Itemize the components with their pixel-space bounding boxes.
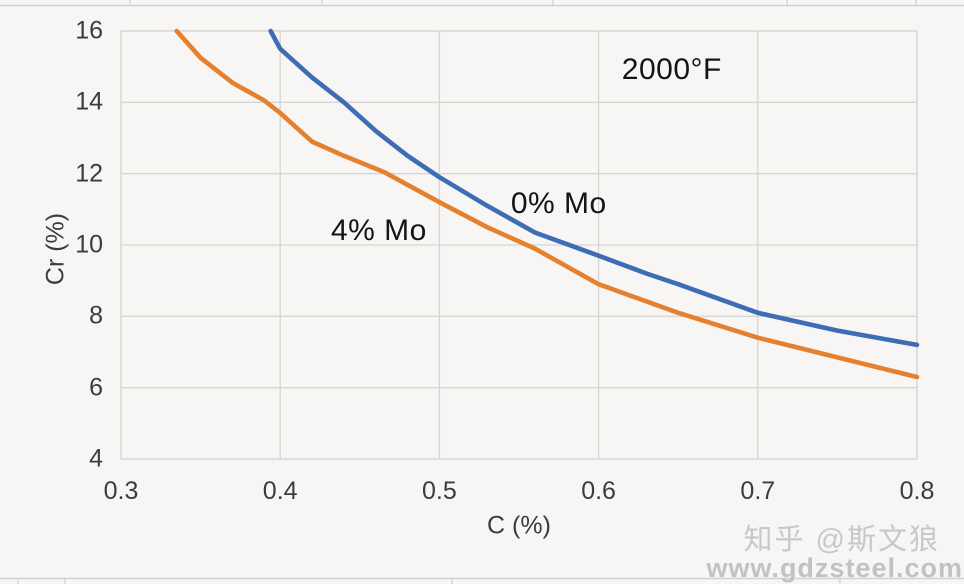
x-tick-label: 0.5	[422, 477, 457, 505]
x-axis-title: C (%)	[487, 511, 551, 540]
watermark: 知乎 @斯文狼 www.gdzsteel.com	[706, 523, 964, 583]
y-tick-label: 4	[89, 444, 103, 473]
annotation-temperature: 2000°F	[621, 53, 722, 87]
y-tick-label: 6	[89, 373, 103, 402]
annotation-series-0-mo: 0% Mo	[510, 186, 607, 220]
y-tick-label: 10	[75, 230, 103, 259]
y-axis-title: Cr (%)	[41, 212, 70, 286]
x-tick-label: 0.6	[581, 477, 616, 505]
y-tick-label: 16	[75, 16, 103, 45]
y-tick-label: 12	[75, 159, 103, 188]
annotation-series-4-mo: 4% Mo	[330, 213, 427, 247]
x-tick-label: 0.4	[262, 477, 298, 505]
y-tick-label: 14	[75, 87, 103, 116]
watermark-author: 知乎 @斯文狼	[743, 523, 940, 556]
x-tick-label: 0.7	[740, 477, 776, 505]
x-tick-label: 0.8	[899, 477, 935, 505]
y-tick-label: 8	[89, 301, 103, 330]
series-line-0-mo	[268, 28, 920, 348]
x-tick-label: 0.3	[103, 477, 139, 505]
series-line-4-mo	[174, 28, 920, 380]
plot-border	[120, 30, 918, 460]
watermark-url: www.gdzsteel.com	[706, 553, 963, 583]
